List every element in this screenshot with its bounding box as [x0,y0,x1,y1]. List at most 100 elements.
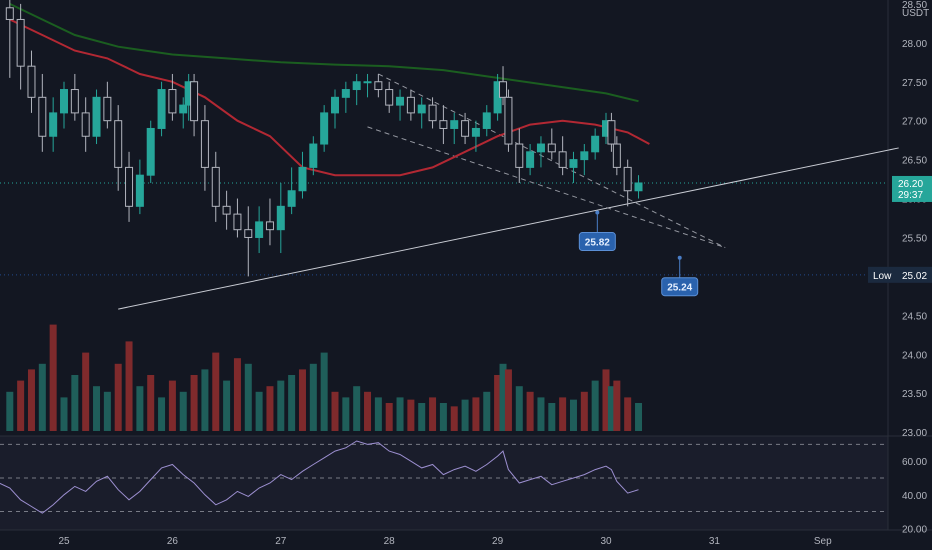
volume-bar [499,363,507,431]
current-price-badge-bg [892,175,932,202]
volume-bar [602,369,610,431]
support-trendline[interactable] [118,147,899,310]
volume-bar [309,363,317,431]
rsi-tick-label: 20.00 [902,524,927,535]
price-callouts[interactable]: 25.82 25.24 [578,210,699,297]
volume-bar [407,399,415,431]
volume-bar [266,386,274,431]
candle-body [320,112,329,145]
volume-bar [385,403,393,431]
candle-body [634,182,643,192]
price-tick-label: 28.00 [902,39,927,50]
volume-bar [255,391,263,431]
volume-bar [439,403,447,431]
price-tick-label: 25.50 [902,233,927,244]
candle-body [558,151,567,168]
trendlines[interactable] [118,73,899,310]
volume-bar [331,391,339,431]
candle-body [428,104,437,122]
time-axis[interactable]: 25 26 27 28 29 30 31 Sep [58,536,832,547]
candle-body [536,143,545,153]
candle-body [157,89,166,129]
candle-body [499,81,508,98]
candle-body [244,229,253,238]
volume-bar [607,386,615,431]
rsi-line [0,440,639,514]
volume-bar [233,358,241,431]
rsi-pane: 60.00 40.00 20.00 [0,440,927,535]
time-tick-label: 25 [58,536,70,547]
volume-bars [6,324,643,431]
candle-body [200,120,209,168]
price-tick-label: 26.50 [902,156,927,167]
candle-body [60,89,68,114]
volume-bar [103,391,111,431]
candle-body [607,120,616,145]
volume-bar [179,391,187,431]
candle-body [450,120,459,129]
volume-bar [223,380,231,431]
volume-bar [6,391,14,431]
volume-bar [147,375,155,431]
channel-trendline[interactable] [378,73,726,249]
callout-anchor [595,210,600,215]
candle-body [526,151,535,168]
callout-box[interactable] [578,232,616,252]
volume-bar [461,399,469,431]
price-tick-label: 27.00 [902,117,927,128]
volume-bar [569,399,577,431]
candle-body [363,81,372,84]
volume-bar [374,397,382,431]
volume-bar [580,391,588,431]
candle-body [103,96,112,122]
currency-label: USDT [902,8,929,19]
candle-body [287,190,296,207]
volume-bar [320,352,328,431]
candlesticks [5,0,643,277]
candle-body [504,96,513,145]
candle-body [298,166,307,192]
candle-body [233,213,242,231]
callout-box[interactable] [661,277,699,297]
candle-body [385,89,394,106]
low-badge: Low 25.02 [868,266,932,283]
candle-body [27,65,36,98]
low-badge-value: 25.02 [902,271,927,282]
candle-body [471,127,480,137]
candle-body [70,89,79,114]
candle-body [222,205,231,215]
time-tick-label: 28 [384,536,396,547]
callout-text: 25.24 [667,283,692,294]
candle-body [569,159,578,168]
volume-bar [60,397,68,431]
candle-body [374,81,383,91]
volume-bar [418,403,426,431]
candle-body [81,112,90,137]
candle-body [38,96,47,137]
candle-body [515,143,524,168]
volume-bar [353,386,361,431]
rsi-tick-label: 40.00 [902,491,927,502]
price-tick-label: 24.00 [902,350,927,361]
candle-body [482,112,491,129]
time-tick-label: Sep [814,536,832,547]
volume-bar [548,403,556,431]
volume-bar [277,380,285,431]
volume-bar [114,363,122,431]
volume-bar [168,380,176,431]
volume-bar [591,380,599,431]
candle-body [211,166,220,207]
volume-bar [82,352,90,431]
time-tick-label: 27 [275,536,287,547]
price-tick-label: 27.50 [902,78,927,89]
price-tick-label: 23.50 [902,389,927,400]
candle-body [168,89,177,114]
volume-bar [494,375,502,431]
volume-bar [396,397,404,431]
candle-body [125,166,134,207]
candle-body [331,96,339,114]
candle-body [309,143,318,168]
candle-body [276,205,285,231]
candle-body [16,18,25,67]
